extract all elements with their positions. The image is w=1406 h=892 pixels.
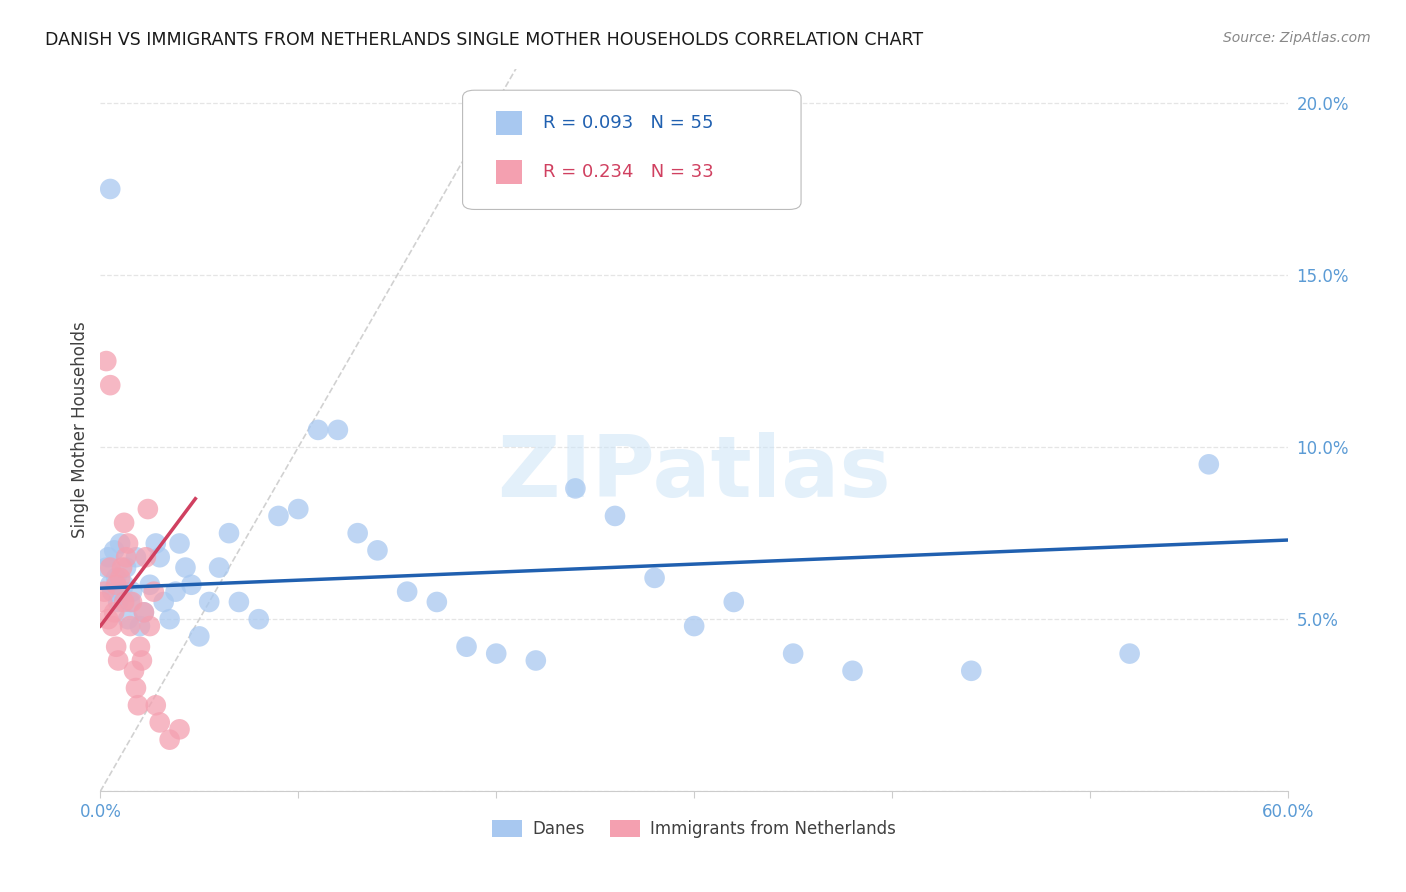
Text: DANISH VS IMMIGRANTS FROM NETHERLANDS SINGLE MOTHER HOUSEHOLDS CORRELATION CHART: DANISH VS IMMIGRANTS FROM NETHERLANDS SI… [45,31,924,49]
Point [169,723,191,737]
Point [97,612,120,626]
Point [91,595,114,609]
FancyBboxPatch shape [463,90,801,210]
Point [644,571,666,585]
Point [118,619,141,633]
Point [115,560,138,574]
Point [247,612,270,626]
Point [103,605,125,619]
Point [98,578,121,592]
Point [524,653,547,667]
Point [456,640,478,654]
Bar [496,161,522,184]
Point [326,423,349,437]
Point [118,595,141,609]
Point [125,550,148,565]
Y-axis label: Single Mother Households: Single Mother Households [72,321,89,538]
Point [111,560,134,574]
Point [98,560,121,574]
Point [782,647,804,661]
Point [117,612,139,626]
Point [1198,458,1220,472]
Point [139,578,162,592]
Point [228,595,250,609]
Point [169,536,191,550]
Point [165,584,187,599]
Point [101,619,124,633]
Point [127,698,149,713]
Point [723,595,745,609]
Point [93,584,115,599]
Point [1118,647,1140,661]
Point [426,595,449,609]
Point [111,584,134,599]
Point [145,536,167,550]
Point [105,578,128,592]
Point [287,502,309,516]
Legend: Danes, Immigrants from Netherlands: Danes, Immigrants from Netherlands [486,813,903,845]
Point [136,502,159,516]
Point [97,550,120,565]
Point [117,536,139,550]
Point [96,354,118,368]
Point [107,653,129,667]
Point [98,182,121,196]
Point [115,550,138,565]
Point [644,182,666,196]
Text: R = 0.234   N = 33: R = 0.234 N = 33 [543,163,714,181]
Point [112,578,135,592]
Point [198,595,221,609]
Point [307,423,329,437]
Point [188,629,211,643]
Point [105,571,128,585]
Point [98,378,121,392]
Point [267,508,290,523]
Point [112,595,135,609]
Bar [496,112,522,135]
Point [131,653,153,667]
Point [159,612,181,626]
Point [108,571,131,585]
Point [121,584,143,599]
Point [149,550,172,565]
Point [396,584,419,599]
Text: R = 0.093   N = 55: R = 0.093 N = 55 [543,114,714,132]
Point [132,605,155,619]
Point [103,543,125,558]
Point [180,578,202,592]
Point [346,526,368,541]
Point [125,681,148,695]
Point [108,536,131,550]
Point [121,595,143,609]
Point [129,640,152,654]
Point [366,543,388,558]
Point [174,560,197,574]
Point [101,584,124,599]
Point [105,640,128,654]
Point [564,482,586,496]
Point [142,584,165,599]
Point [132,605,155,619]
Point [139,619,162,633]
Point [159,732,181,747]
Point [112,516,135,530]
Point [960,664,983,678]
Point [603,508,626,523]
Point [122,664,145,678]
Point [145,698,167,713]
Point [96,560,118,574]
Point [485,647,508,661]
Text: ZIPatlas: ZIPatlas [498,432,891,515]
Point [107,595,129,609]
Point [208,560,231,574]
Point [129,619,152,633]
Text: Source: ZipAtlas.com: Source: ZipAtlas.com [1223,31,1371,45]
Point [152,595,174,609]
Point [841,664,863,678]
Point [149,715,172,730]
Point [218,526,240,541]
Point [135,550,157,565]
Point [683,619,706,633]
